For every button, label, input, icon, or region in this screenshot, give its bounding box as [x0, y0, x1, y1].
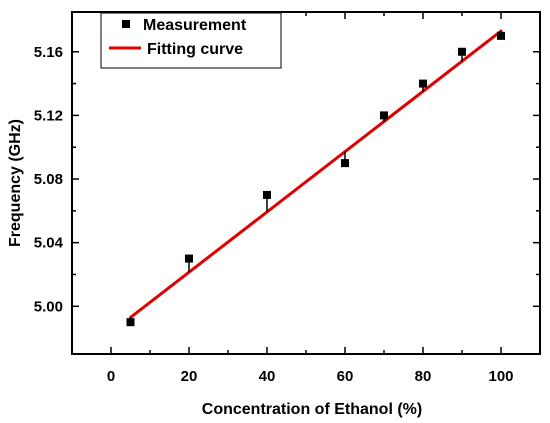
- x-tick-label: 100: [488, 368, 513, 385]
- legend-label-measurement: Measurement: [143, 17, 247, 34]
- measurement-point: [263, 190, 271, 199]
- measurement-point: [380, 111, 388, 120]
- measurement-point: [126, 318, 135, 327]
- legend-marker-measurement: [122, 20, 130, 28]
- measurement-point: [185, 254, 193, 263]
- y-tick-label: 5.00: [34, 298, 63, 315]
- fitting-curve-line: [129, 29, 503, 319]
- y-tick-label: 5.16: [34, 44, 63, 61]
- legend-box: [100, 12, 282, 69]
- measurement-point: [341, 159, 349, 168]
- x-tick-label: 80: [415, 368, 432, 385]
- legend-label-fitting: Fitting curve: [147, 41, 243, 58]
- x-tick-label: 40: [259, 368, 276, 385]
- legend: Measurement Fitting curve: [100, 12, 282, 69]
- y-axis-title: Frequency (GHz): [7, 119, 24, 247]
- fit-layer: [129, 29, 503, 319]
- x-axis-title: Concentration of Ethanol (%): [202, 401, 422, 418]
- measurement-point: [497, 31, 505, 40]
- points-layer: [126, 31, 505, 327]
- y-tick-label: 5.04: [34, 235, 64, 252]
- measurement-point: [458, 47, 466, 56]
- y-tick-label: 5.08: [34, 171, 63, 188]
- x-tick-label: 60: [337, 368, 354, 385]
- y-tick-label: 5.12: [34, 107, 63, 124]
- x-tick-label: 0: [107, 368, 115, 385]
- x-tick-label: 20: [181, 368, 198, 385]
- measurement-point: [419, 79, 427, 88]
